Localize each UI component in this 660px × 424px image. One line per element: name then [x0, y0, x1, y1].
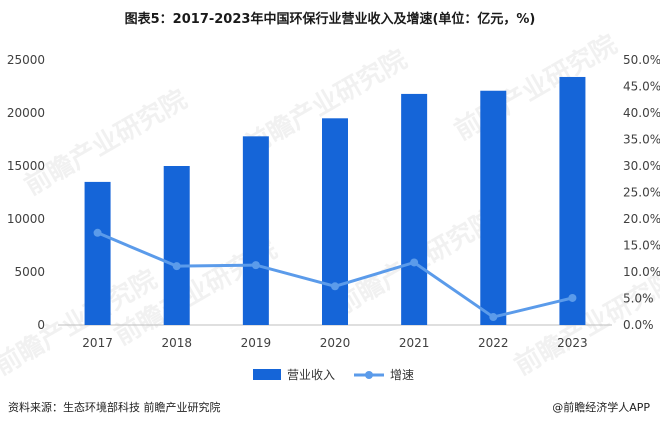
legend-marker-growth	[365, 371, 373, 379]
y-right-tick-label: 35.0%	[623, 133, 660, 147]
y-right-tick-label: 20.0%	[623, 212, 660, 226]
axes: 0 5000 10000 15000 20000 25000 0.0% 5.0% 10.0% 15…	[7, 53, 660, 350]
y-left-tick-label: 0	[37, 318, 45, 332]
growth-point	[489, 313, 498, 322]
x-tick-label: 2019	[241, 336, 272, 350]
brand-note: @前瞻经济学人APP	[552, 401, 650, 414]
revenue-bar	[480, 90, 507, 326]
y-right-tick-label: 50.0%	[623, 53, 660, 67]
x-tick-label: 2017	[82, 336, 113, 350]
y-left-tick-label: 15000	[7, 159, 45, 173]
growth-point	[251, 261, 260, 270]
x-tick-label: 2021	[399, 336, 430, 350]
watermark-text: 前瞻产业研究院	[449, 29, 622, 147]
y-right-tick-label: 5.0%	[623, 292, 654, 306]
y-left-tick-label: 20000	[7, 106, 45, 120]
y-left-tick-label: 5000	[14, 265, 45, 279]
x-tick-label: 2020	[320, 336, 351, 350]
x-tick-label: 2018	[161, 336, 192, 350]
growth-point	[331, 282, 339, 291]
legend: 营业收入 增速	[253, 368, 414, 382]
growth-point	[93, 228, 102, 237]
y-right-tick-label: 40.0%	[623, 106, 660, 120]
legend-label-growth: 增速	[390, 368, 414, 382]
revenue-bar	[84, 181, 111, 325]
revenue-bar	[163, 166, 190, 325]
y-right-tick-label: 45.0%	[623, 80, 660, 94]
x-tick-label: 2023	[557, 336, 588, 350]
y-left-tick-label: 10000	[7, 212, 45, 226]
source-note: 资料来源：生态环境部科技 前瞻产业研究院	[8, 401, 221, 414]
legend-swatch-revenue	[253, 369, 281, 380]
y-right-tick-label: 30.0%	[623, 159, 660, 173]
revenue-bar	[322, 118, 348, 325]
revenue-bar	[242, 136, 269, 325]
revenue-bar	[401, 93, 428, 325]
legend-label-revenue: 营业收入	[287, 368, 335, 382]
y-right-tick-label: 25.0%	[623, 186, 660, 200]
y-right-tick-label: 15.0%	[623, 239, 660, 253]
y-right-tick-label: 0.0%	[623, 318, 654, 332]
growth-point	[172, 262, 181, 271]
growth-point	[568, 293, 577, 302]
line-series	[93, 228, 577, 322]
revenue-bar	[559, 76, 586, 326]
growth-point	[410, 258, 419, 267]
bar-series	[84, 76, 586, 326]
y-right-tick-label: 10.0%	[623, 265, 660, 279]
x-tick-label: 2022	[478, 336, 509, 350]
y-left-tick-label: 25000	[7, 53, 45, 67]
chart-title: 图表5：2017-2023年中国环保行业营业收入及增速(单位：亿元，%)	[124, 12, 536, 27]
